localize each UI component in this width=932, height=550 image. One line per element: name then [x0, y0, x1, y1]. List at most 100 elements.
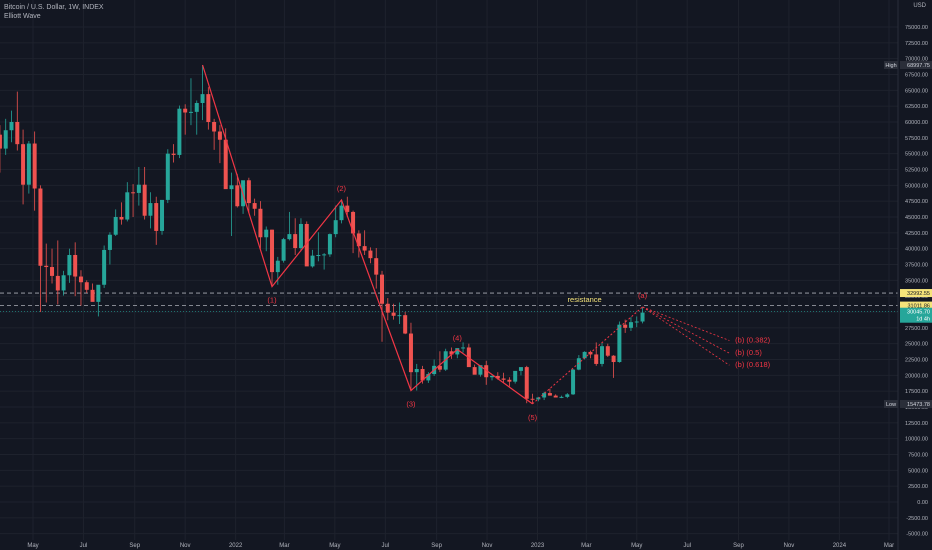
x-tick-label: May [631, 543, 642, 549]
y-tick-label: 62500.00 [905, 104, 928, 110]
x-tick-label: 2022 [229, 543, 243, 549]
candle-body [518, 367, 523, 371]
level-badge [900, 301, 932, 310]
badge-tag-text: Low [886, 402, 896, 408]
y-tick-label: 50000.00 [905, 183, 928, 189]
candle-body [113, 217, 118, 235]
x-tick-label: Sep [733, 543, 744, 549]
badge-value: 15473.78 [907, 402, 930, 408]
candle-body [200, 94, 205, 103]
candle-body [362, 246, 367, 251]
projection-line [642, 306, 730, 354]
candle-body [154, 203, 159, 231]
candle-body [542, 393, 547, 398]
candle-body [293, 234, 298, 249]
candle-body [356, 233, 361, 247]
candle-body [478, 365, 483, 375]
candle-body [345, 205, 350, 212]
indicator-title[interactable]: Elliott Wave [4, 13, 41, 20]
candle-body [281, 239, 286, 261]
current-price-timer: 1d 4h [916, 317, 930, 323]
candle-body [374, 258, 379, 275]
candle-body [67, 255, 72, 276]
candle-body [368, 250, 373, 259]
candle-body [640, 312, 645, 322]
candle-body [102, 249, 107, 285]
candle-body [73, 255, 78, 277]
candle-body [15, 122, 20, 145]
price-badges: 32992.55 31011.86 High 68997.75 Low 15473.78 3… [884, 61, 932, 408]
x-tick-label: Nov [482, 543, 493, 549]
candle-body [414, 369, 419, 373]
projection-label: (b) (0.5) [735, 348, 762, 357]
candle-body [258, 208, 263, 238]
badge-value-box [900, 61, 932, 70]
candle-body [84, 282, 89, 290]
x-tick-label: Nov [180, 543, 191, 549]
projection-line [642, 306, 730, 366]
y-tick-label: 10000.00 [905, 437, 928, 443]
wave-a-line [532, 306, 643, 405]
currency-label: USD [913, 3, 926, 9]
candle-body [32, 143, 37, 189]
candle-body [600, 346, 605, 364]
candle-body [177, 108, 182, 155]
badge-value-box [900, 399, 932, 408]
candle-body [524, 367, 529, 399]
y-tick-label: 35000.00 [905, 278, 928, 284]
candle-body [507, 379, 512, 382]
wave-impulse-line [201, 64, 533, 405]
y-tick-label: 25000.00 [905, 342, 928, 348]
elliott-wave-drawing [201, 64, 730, 405]
projection-line [642, 306, 730, 341]
candle-body [582, 351, 587, 359]
x-tick-label: Nov [784, 543, 795, 549]
current-price-value: 30045.70 [907, 310, 930, 316]
y-tick-label: 65000.00 [905, 88, 928, 94]
candle-body [3, 130, 8, 149]
candle-body [530, 398, 535, 400]
candle-body [217, 131, 222, 140]
projection-label: (b) (0.382) [735, 336, 771, 345]
grid-lines [0, 0, 898, 540]
candle-body [576, 358, 581, 370]
x-tick-label: Jul [80, 543, 88, 549]
candle-body [333, 220, 338, 235]
symbol-title[interactable]: Bitcoin / U.S. Dollar, 1W, INDEX [4, 4, 104, 11]
price-axis[interactable]: 75000.00 72500.00 70000.00 67500.00 65000.00… [897, 0, 928, 550]
x-tick-label: Jul [381, 543, 389, 549]
y-tick-label: 52500.00 [905, 168, 928, 174]
y-tick-label: 37500.00 [905, 263, 928, 269]
candle-body [426, 374, 431, 381]
candle-body [501, 378, 506, 380]
y-tick-label: 15000.00 [905, 405, 928, 411]
wave-label: (2) [337, 184, 347, 193]
candle-body [513, 370, 518, 382]
horizontal-levels [0, 292, 898, 313]
time-axis[interactable]: May Jul Sep Nov 2022 Mar May Jul Sep Nov 2023 Mar Ma… [27, 543, 894, 549]
x-tick-label: Sep [431, 543, 442, 549]
badge-tag-text: High [885, 63, 896, 69]
candle-body [194, 103, 199, 112]
candle-body [206, 94, 211, 122]
candle-body [9, 122, 14, 131]
wave-label: (5) [528, 413, 538, 422]
candle-body [298, 223, 303, 249]
candle-body [304, 223, 309, 267]
candle-body [287, 234, 292, 240]
candle-body [61, 275, 66, 291]
candle-body [148, 203, 153, 216]
candle-body [223, 139, 228, 190]
y-tick-label: 40000.00 [905, 247, 928, 253]
candle-body [183, 108, 188, 113]
candle-body [391, 312, 396, 316]
candle-body [78, 276, 83, 283]
level-badge [900, 289, 932, 298]
candle-body [327, 234, 332, 255]
y-tick-label: 27500.00 [905, 326, 928, 332]
candle-body [339, 205, 344, 221]
candle-body [634, 321, 639, 323]
x-tick-label: Mar [581, 543, 591, 549]
wave-labels: (b) (0.382) (b) (0.5) (b) (0.618) (1) (2) (3)… [267, 184, 770, 422]
